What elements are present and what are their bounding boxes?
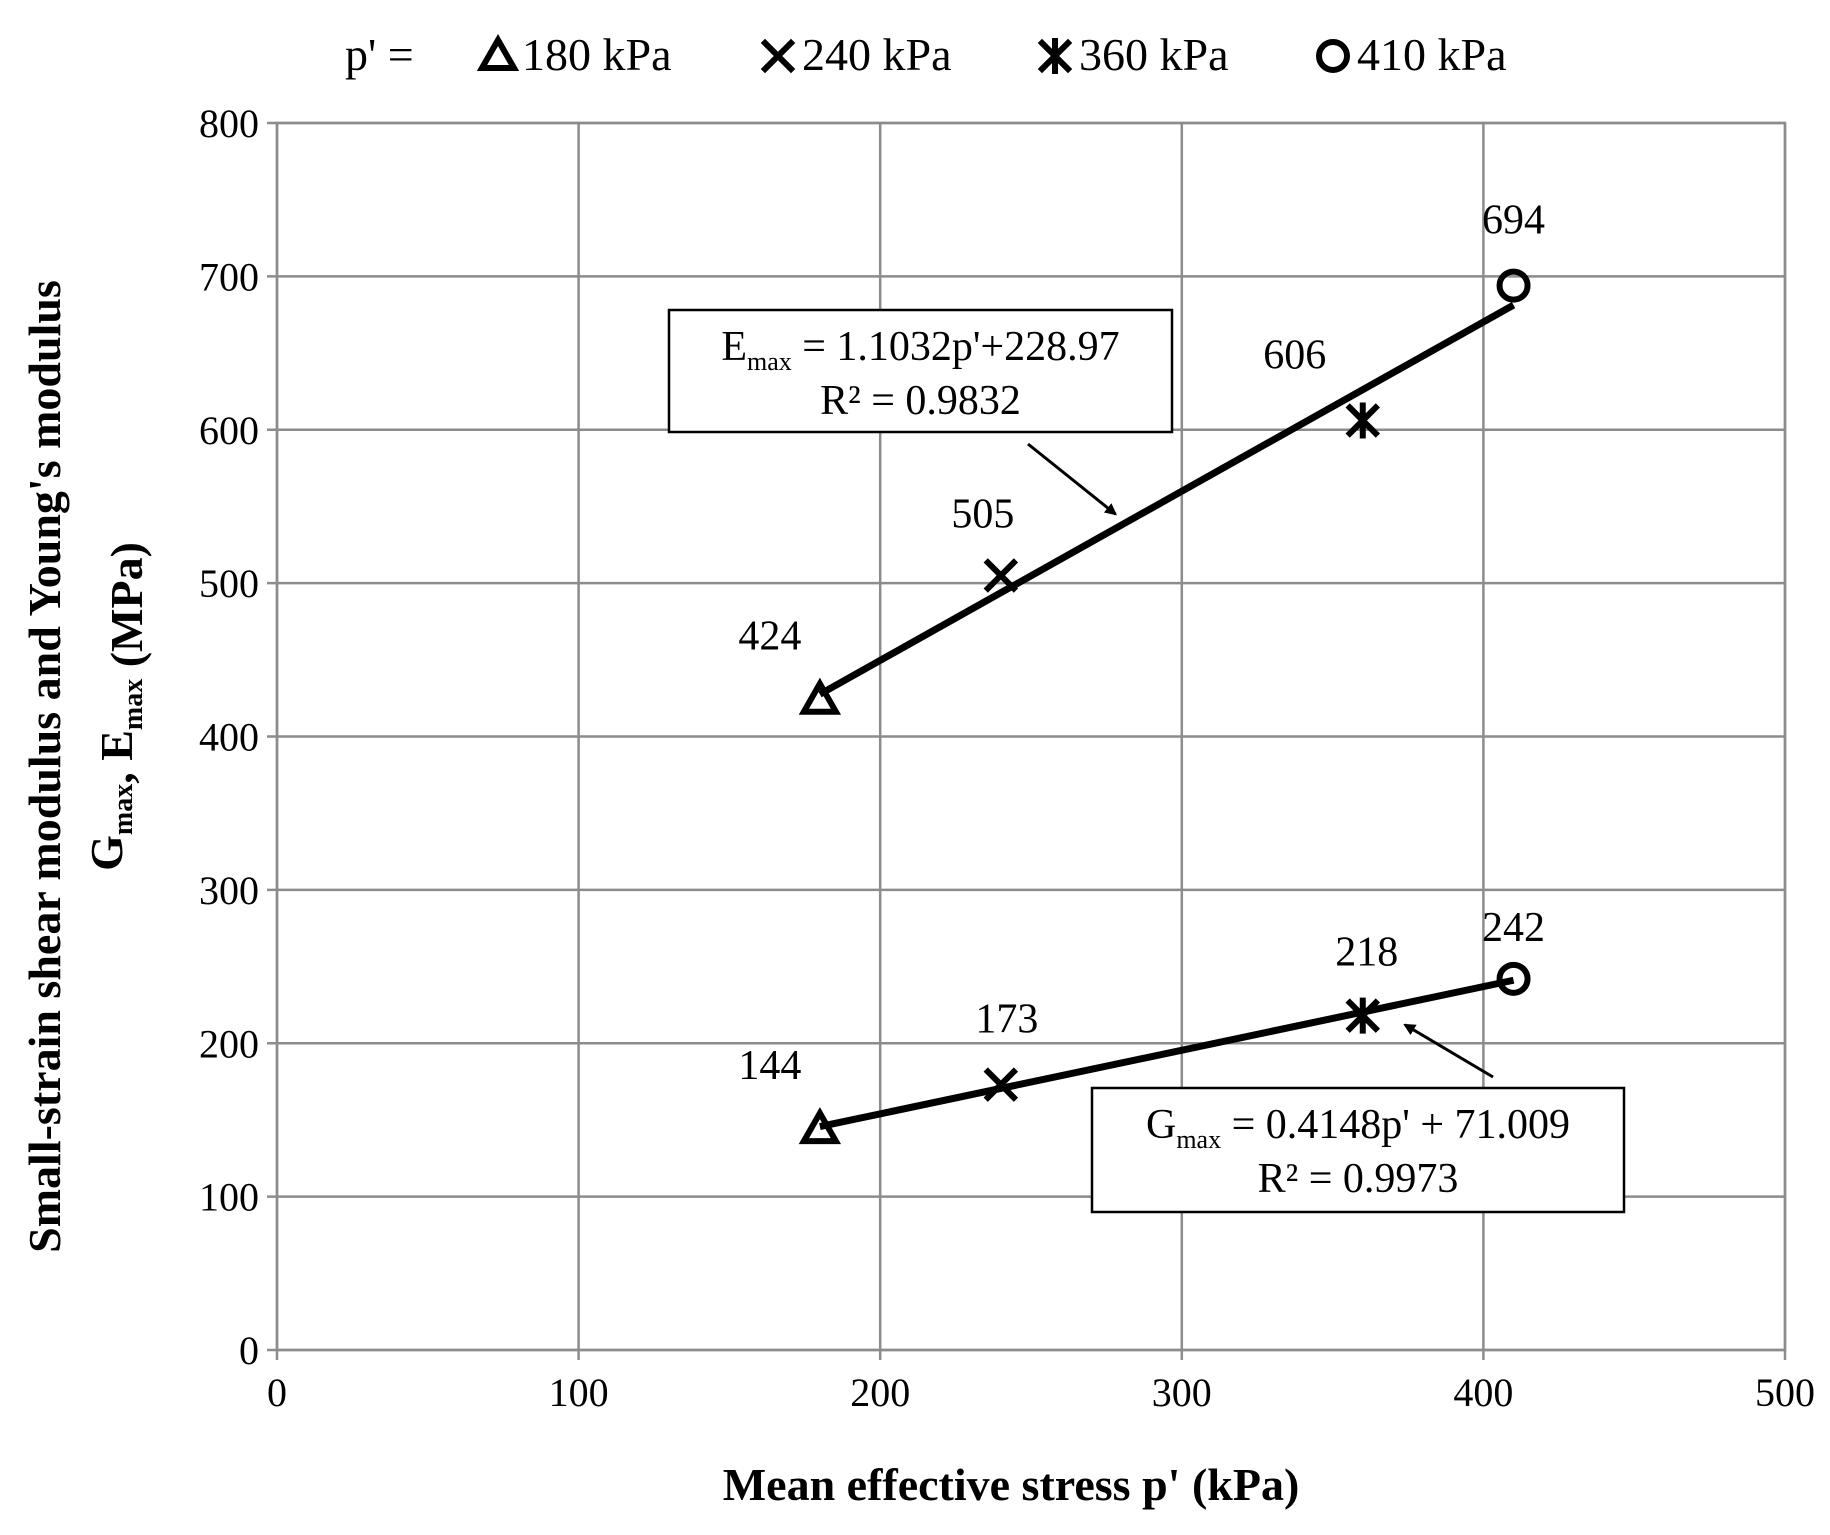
legend-entry: 180 kPa [476,29,672,80]
equation-line: Emax = 1.1032p'+228.97 [721,324,1119,376]
x-axis-title: Mean effective stress p' (kPa) [723,1459,1300,1510]
x-tick-label: 0 [267,1370,287,1415]
y-tick-label: 400 [199,715,259,760]
tick-labels: 0 100 200 300 400 500 0 100 200 300 400 500 600 700 80… [199,101,1815,1415]
legend-marker [760,38,796,74]
x-marker [983,1067,1019,1102]
y-tick-label: 700 [199,254,259,299]
circle-marker [1316,39,1350,73]
data-label: 505 [951,491,1014,537]
data-point-gmax [983,1067,1019,1102]
x-tick-label: 100 [549,1370,609,1415]
r-squared: R² = 0.9832 [820,378,1021,424]
legend: p' = 180 kPa 240 kPa 360 kPa 410 kPa [345,29,1507,80]
data-label: 173 [975,997,1038,1043]
x-tick-label: 500 [1755,1370,1815,1415]
x-marker [983,558,1019,593]
trendline-emax [818,302,1516,698]
triangle-marker [798,1107,842,1145]
legend-entry: 240 kPa [760,29,952,80]
legend-marker [1037,38,1073,74]
data-label: 694 [1482,198,1545,244]
asterisk-marker [1037,38,1073,74]
data-point-emax [1345,402,1381,439]
data-label: 242 [1482,905,1545,951]
legend-label: 180 kPa [522,29,672,80]
legend-prefix: p' = [345,29,414,80]
x-tick-label: 300 [1152,1370,1212,1415]
y-tick-label: 0 [239,1328,259,1373]
circle-marker [1496,268,1531,303]
x-tick-label: 400 [1453,1370,1513,1415]
equation-frame [667,308,1174,434]
equation-line: Gmax = 0.4148p' + 71.009 [1146,1102,1570,1154]
asterisk-marker [1345,402,1381,439]
legend-label: 240 kPa [802,29,952,80]
data-labels: 424 505 606 694 144 173 218 242 [738,198,1545,1090]
y-tick-label: 200 [199,1021,259,1066]
data-point-gmax [798,1107,842,1145]
data-label: 424 [738,614,801,660]
legend-marker [476,33,520,71]
trendlines [818,302,1516,1130]
y-tick-label: 100 [199,1175,259,1220]
y-axis-title-line2: Gmax, Emax (MPa) [81,542,152,871]
y-tick-label: 500 [199,561,259,606]
data-point-emax [983,558,1019,593]
triangle-marker [798,677,842,715]
data-point-emax [1496,268,1531,303]
legend-entry: 410 kPa [1316,29,1507,80]
legend-entry: 360 kPa [1037,29,1229,80]
y-tick-label: 600 [199,408,259,453]
data-label: 606 [1263,333,1326,379]
triangle-marker [476,33,520,71]
circle-marker [1496,961,1531,996]
x-tick-label: 200 [850,1370,910,1415]
y-tick-label: 800 [199,101,259,146]
data-label: 144 [738,1043,801,1089]
data-point-emax [798,677,842,715]
data-points [798,268,1531,1145]
equation-frame [1090,1086,1626,1214]
data-point-gmax [1345,997,1381,1034]
data-label: 218 [1335,930,1398,976]
data-point-gmax [1496,961,1531,996]
x-marker [760,38,796,74]
r-squared: R² = 0.9973 [1258,1156,1459,1202]
trendline-gmax [819,976,1515,1130]
equation-arrow [1027,442,1118,516]
y-axis-title-line1: Small-strain shear modulus and Young's m… [19,280,70,1253]
legend-marker [1316,39,1350,73]
asterisk-marker [1345,997,1381,1034]
legend-label: 410 kPa [1357,29,1507,80]
y-tick-label: 300 [199,868,259,913]
equation-arrow [1403,1023,1494,1079]
legend-label: 360 kPa [1079,29,1229,80]
axis-titles: Mean effective stress p' (kPa) Small-stra… [19,280,1299,1510]
